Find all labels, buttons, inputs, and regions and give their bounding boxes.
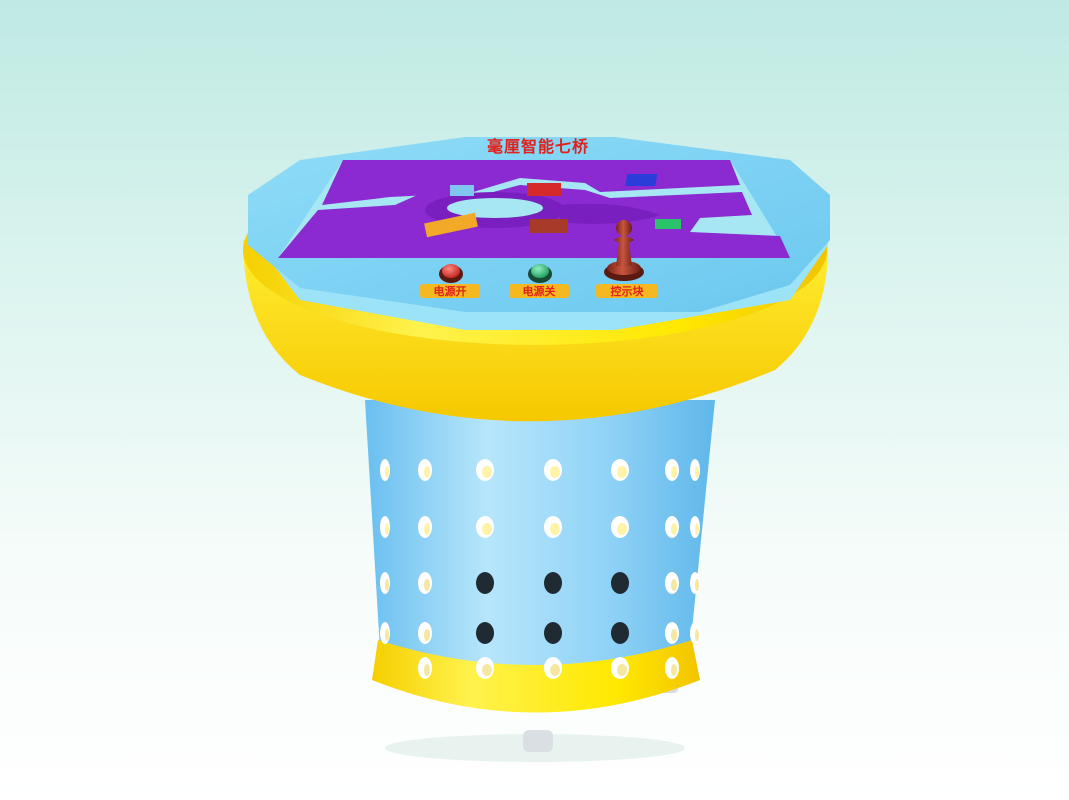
vent-hole bbox=[476, 622, 494, 644]
puzzle-board bbox=[278, 160, 790, 258]
joystick-label: 控示块 bbox=[611, 284, 645, 298]
power-on-button[interactable]: 电源开 bbox=[420, 264, 480, 298]
vent-hole-glow bbox=[550, 523, 560, 535]
vent-hole-glow bbox=[550, 664, 560, 676]
vent-hole bbox=[611, 622, 629, 644]
vent-hole-glow bbox=[671, 579, 677, 591]
vent-hole-glow bbox=[424, 629, 430, 641]
block-brown bbox=[530, 219, 568, 233]
vent-hole bbox=[476, 572, 494, 594]
vent-hole-glow bbox=[671, 664, 677, 676]
control-joystick[interactable]: 控示块 bbox=[596, 220, 658, 298]
vent-hole-glow bbox=[695, 629, 699, 641]
vent-hole-glow bbox=[385, 629, 389, 641]
vent-hole-glow bbox=[617, 523, 627, 535]
vent-hole-glow bbox=[385, 523, 389, 535]
ventilation-holes bbox=[380, 459, 700, 679]
vent-hole-glow bbox=[617, 664, 627, 676]
power-on-label: 电源开 bbox=[434, 284, 467, 298]
vent-hole-glow bbox=[550, 466, 560, 478]
power-off-button[interactable]: 电源关 bbox=[509, 264, 569, 298]
vent-hole-glow bbox=[671, 629, 677, 641]
vent-hole-glow bbox=[424, 466, 430, 478]
block-red bbox=[527, 183, 561, 196]
vent-hole-glow bbox=[617, 466, 627, 478]
block-yellow bbox=[424, 212, 478, 238]
power-off-label: 电源关 bbox=[523, 284, 556, 298]
vent-hole-glow bbox=[424, 579, 430, 591]
vent-hole-glow bbox=[385, 466, 389, 478]
vent-hole-glow bbox=[424, 664, 430, 676]
perforated-base bbox=[365, 400, 715, 713]
vent-hole-glow bbox=[385, 579, 389, 591]
vent-hole-glow bbox=[671, 466, 677, 478]
vent-hole bbox=[611, 572, 629, 594]
vent-hole-glow bbox=[482, 466, 492, 478]
block-green bbox=[655, 219, 681, 229]
vent-hole-glow bbox=[695, 579, 699, 591]
block-blue bbox=[625, 174, 658, 186]
vent-hole bbox=[544, 572, 562, 594]
control-panel: 电源开 电源关 控示块 bbox=[420, 220, 658, 298]
machine-title: 毫厘智能七桥 bbox=[487, 137, 589, 156]
vent-hole-glow bbox=[695, 466, 699, 478]
vent-hole-glow bbox=[482, 664, 492, 676]
vent-hole-glow bbox=[695, 523, 699, 535]
block-lightblue bbox=[450, 185, 474, 196]
vent-hole-glow bbox=[482, 523, 492, 535]
vent-hole-glow bbox=[424, 523, 430, 535]
vent-hole bbox=[544, 622, 562, 644]
vent-hole-glow bbox=[671, 523, 677, 535]
